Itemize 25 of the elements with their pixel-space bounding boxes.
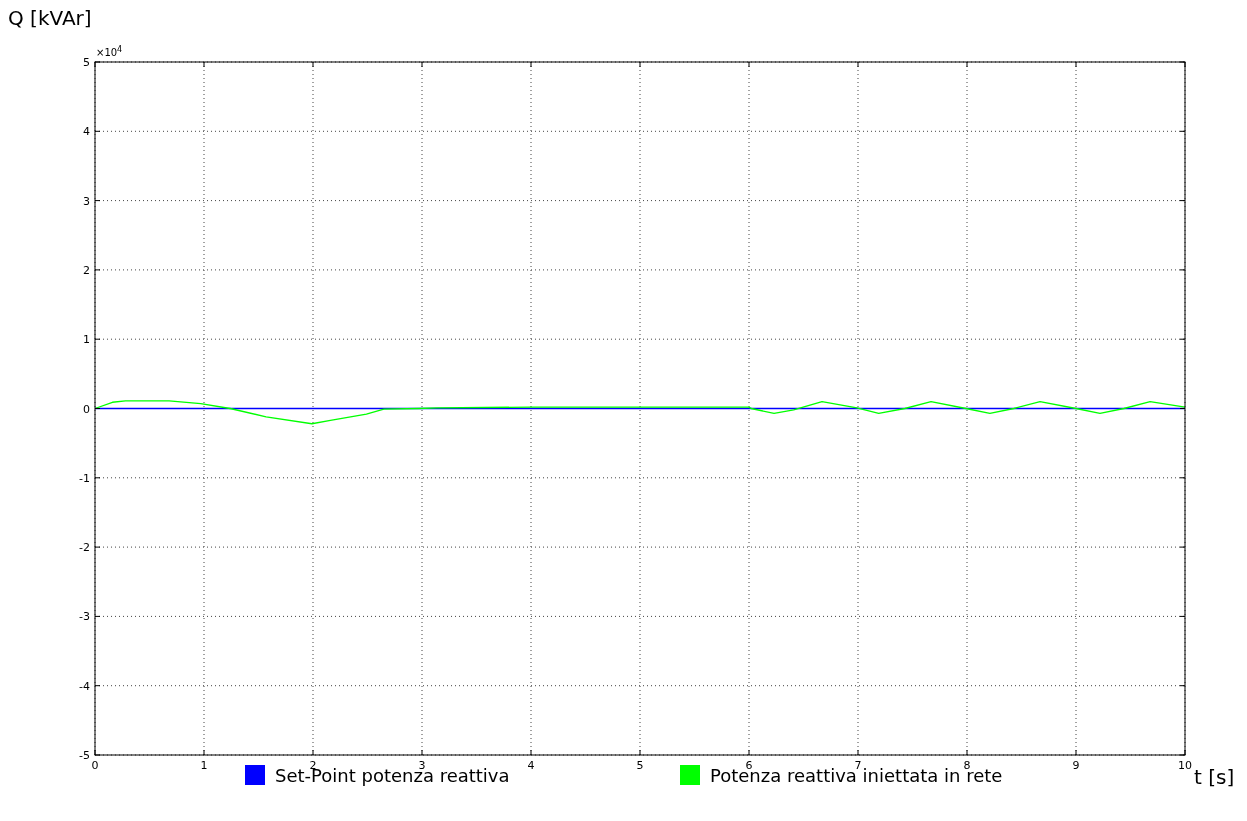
- x-tick-label: 6: [745, 759, 753, 772]
- y-tick-label: 3: [83, 194, 90, 208]
- y-tick-label: 4: [83, 125, 90, 139]
- x-tick-label: 4: [527, 759, 535, 772]
- x-tick-label: 5: [636, 759, 644, 772]
- y-tick-label: -1: [79, 471, 90, 485]
- y-axis-title: Q [kVAr]: [8, 6, 92, 30]
- y-tick-label: -4: [79, 679, 90, 693]
- y-tick-label: 1: [83, 333, 90, 347]
- y-tick-label: 5: [83, 56, 90, 69]
- text: ×10$^{4}$: [96, 44, 123, 58]
- x-tick-label: 1: [200, 759, 208, 772]
- y-tick-label: 0: [83, 402, 90, 416]
- x-tick-label: 3: [418, 759, 426, 772]
- y-tick-label: -5: [79, 749, 90, 762]
- x-tick-label: 8: [963, 759, 971, 772]
- y-tick-label: -2: [79, 541, 90, 555]
- x-tick-label: 0: [91, 759, 99, 772]
- x-tick-label: 9: [1072, 759, 1080, 772]
- line-series: [94, 400, 1186, 425]
- x-tick-label: 7: [854, 759, 862, 772]
- y-tick-label: 2: [83, 263, 90, 277]
- x-tick-label: 10: [1178, 759, 1192, 772]
- x-axis-title: t [s]: [1194, 765, 1235, 789]
- y-tick-label: -3: [79, 610, 90, 624]
